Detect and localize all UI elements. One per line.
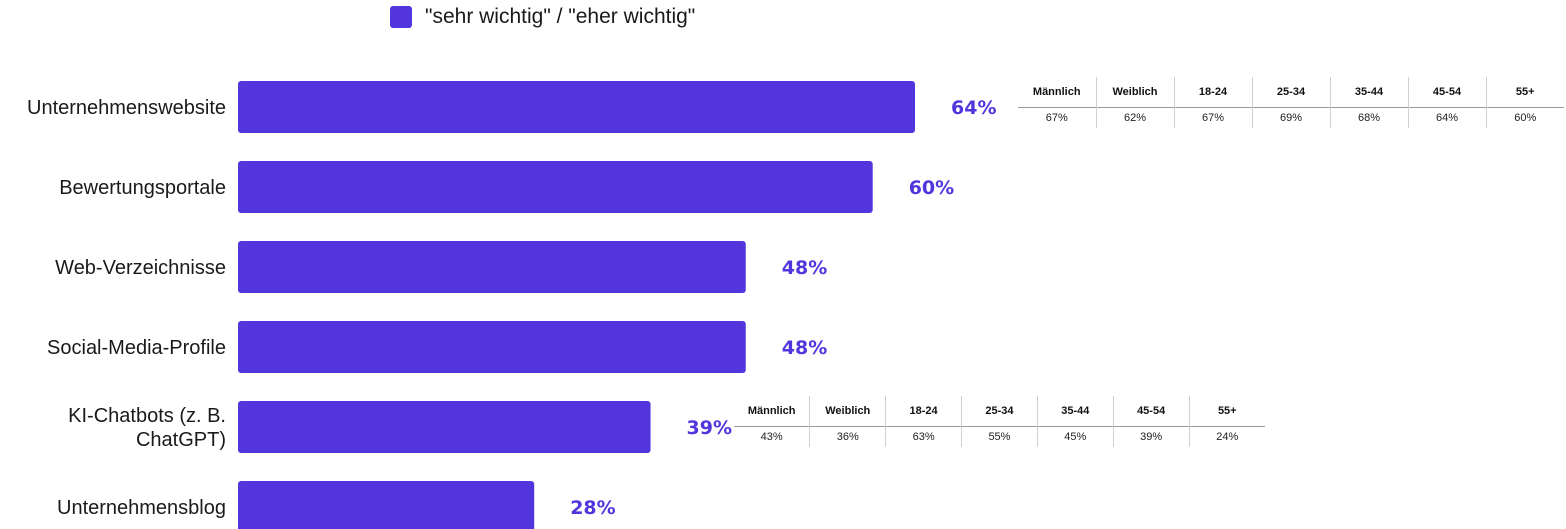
value-label-social-media-profile: 48%: [782, 337, 827, 359]
breakdown-value: 60%: [1485, 107, 1564, 128]
breakdown-table-ki-chatbots: Männlich Weiblich 18-24 25-34 35-44 45-54 55+ 4…: [734, 396, 1265, 447]
bar-unternehmenswebsite: [238, 81, 915, 133]
bar-unternehmensblog: [238, 481, 535, 529]
value-label-web-verzeichnisse: 48%: [782, 257, 827, 279]
breakdown-value: 68%: [1329, 107, 1408, 128]
bar-bewertungsportale: [238, 161, 873, 213]
breakdown-value: 63%: [885, 426, 962, 447]
breakdown-value: 36%: [809, 426, 886, 447]
bar-social-media-profile: [238, 321, 746, 373]
breakdown-value: 69%: [1251, 107, 1330, 128]
breakdown-header: 35-44: [1329, 77, 1408, 108]
breakdown-header: 45-54: [1112, 396, 1190, 427]
breakdown-value: 67%: [1173, 107, 1252, 128]
breakdown-table-unternehmenswebsite: Männlich Weiblich 18-24 25-34 35-44 45-54 55+ 6…: [1018, 77, 1564, 128]
breakdown-value: 45%: [1036, 426, 1114, 447]
breakdown-value: 24%: [1188, 426, 1265, 447]
breakdown-header: 55+: [1188, 396, 1265, 427]
legend: "sehr wichtig" / "eher wichtig": [390, 5, 695, 29]
breakdown-header: 18-24: [885, 396, 962, 427]
breakdown-value: 67%: [1045, 112, 1068, 124]
breakdown-value: 62%: [1095, 107, 1174, 128]
category-label-web-verzeichnisse: Web-Verzeichnisse: [55, 257, 226, 279]
value-label-bewertungsportale: 60%: [909, 177, 954, 199]
legend-swatch: [390, 6, 412, 28]
breakdown-header: 55+: [1485, 77, 1564, 108]
value-label-unternehmenswebsite: 64%: [951, 97, 996, 119]
value-label-unternehmensblog: 28%: [570, 497, 615, 519]
breakdown-value: 43%: [760, 431, 783, 443]
legend-label: "sehr wichtig" / "eher wichtig": [425, 5, 696, 28]
breakdown-header: 45-54: [1407, 77, 1486, 108]
breakdown-header: 18-24: [1173, 77, 1252, 108]
breakdown-value: 39%: [1112, 426, 1190, 447]
category-label-social-media-profile: Social-Media-Profile: [47, 337, 226, 359]
breakdown-value: 55%: [961, 426, 1038, 447]
breakdown-header: 25-34: [1251, 77, 1330, 108]
breakdown-header: Männlich: [747, 405, 796, 417]
breakdown-header: Weiblich: [809, 396, 886, 427]
breakdown-header: 35-44: [1036, 396, 1114, 427]
category-label-ki-chatbots-z-b-chatgpt: KI-Chatbots (z. B. ChatGPT): [68, 405, 226, 451]
category-label-unternehmensblog: Unternehmensblog: [57, 497, 226, 519]
breakdown-header: Weiblich: [1095, 77, 1174, 108]
category-label-unternehmenswebsite: Unternehmenswebsite: [27, 97, 226, 119]
breakdown-header: 25-34: [961, 396, 1038, 427]
breakdown-value: 64%: [1407, 107, 1486, 128]
bar-ki-chatbots-z-b-chatgpt: [238, 401, 651, 453]
bar-web-verzeichnisse: [238, 241, 746, 293]
value-label-ki-chatbots-z-b-chatgpt: 39%: [687, 417, 732, 439]
breakdown-header: Männlich: [1032, 86, 1081, 98]
category-label-bewertungsportale: Bewertungsportale: [59, 177, 226, 199]
